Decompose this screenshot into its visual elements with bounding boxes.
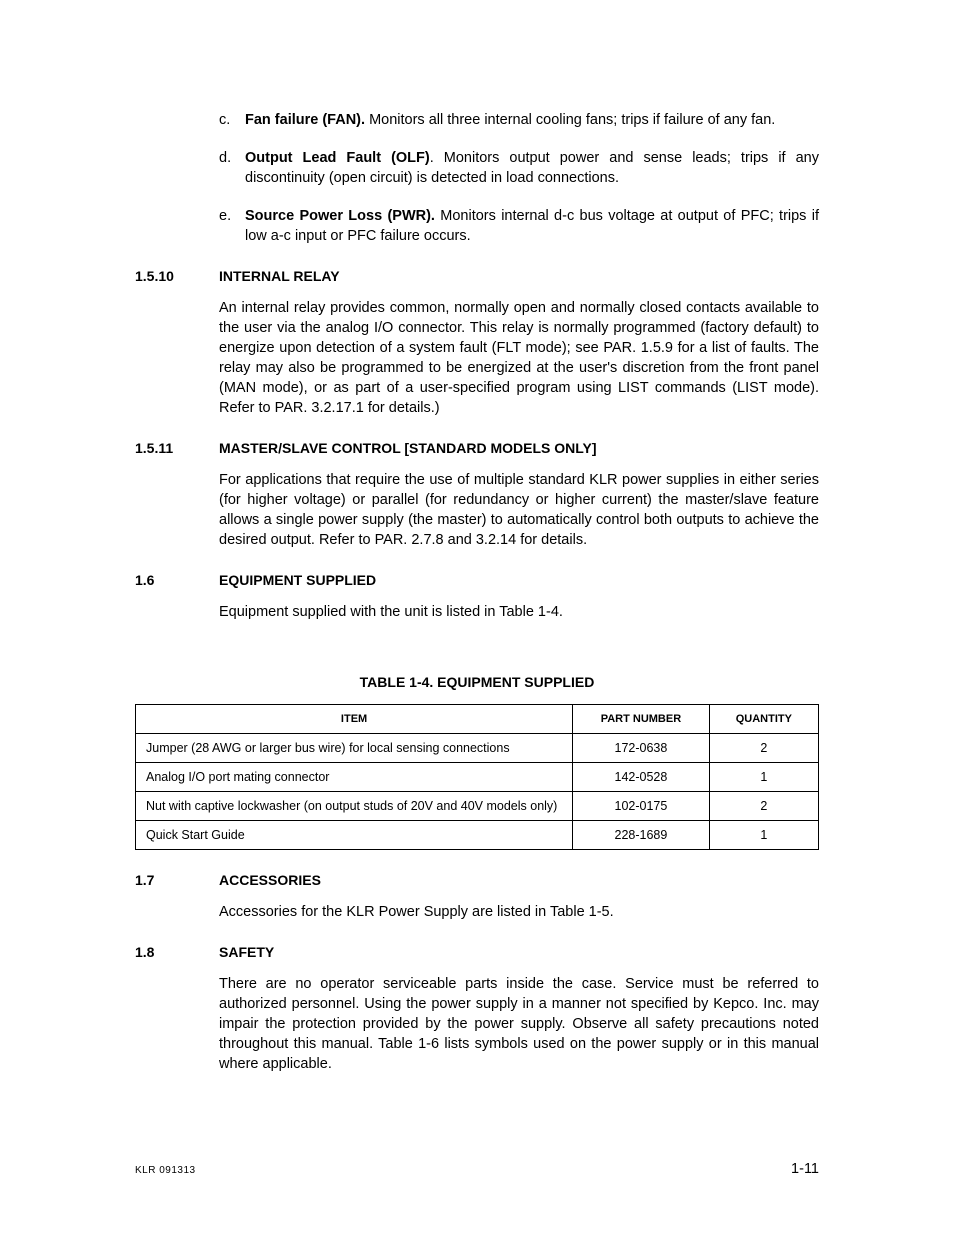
cell-part: 172-0638 [573, 734, 710, 763]
section-paragraph: There are no operator serviceable parts … [219, 974, 819, 1074]
footer-left: KLR 091313 [135, 1165, 196, 1176]
table-row: Jumper (28 AWG or larger bus wire) for l… [136, 734, 819, 763]
list-lead: Output Lead Fault (OLF) [245, 150, 430, 166]
lettered-list: c. Fan failure (FAN). Monitors all three… [219, 110, 819, 246]
section-number: 1.5.10 [135, 268, 219, 418]
equipment-table: ITEM PART NUMBER QUANTITY Jumper (28 AWG… [135, 704, 819, 850]
section-title: ACCESSORIES [219, 872, 819, 888]
cell-item: Jumper (28 AWG or larger bus wire) for l… [136, 734, 573, 763]
table-title: TABLE 1-4. EQUIPMENT SUPPLIED [135, 674, 819, 690]
section-1-5-11: 1.5.11 MASTER/SLAVE CONTROL [STANDARD MO… [135, 440, 819, 550]
cell-qty: 1 [709, 821, 818, 850]
section-title: INTERNAL RELAY [219, 268, 819, 284]
table-row: Nut with captive lockwasher (on output s… [136, 792, 819, 821]
section-content: MASTER/SLAVE CONTROL [STANDARD MODELS ON… [219, 440, 819, 550]
list-body: Source Power Loss (PWR). Monitors intern… [245, 206, 819, 246]
section-paragraph: Accessories for the KLR Power Supply are… [219, 902, 819, 922]
cell-qty: 1 [709, 763, 818, 792]
footer-page-number: 1-11 [791, 1161, 819, 1177]
section-content: ACCESSORIES Accessories for the KLR Powe… [219, 872, 819, 922]
list-lead: Source Power Loss (PWR). [245, 208, 435, 224]
list-marker: d. [219, 148, 245, 188]
section-content: INTERNAL RELAY An internal relay provide… [219, 268, 819, 418]
section-1-6: 1.6 EQUIPMENT SUPPLIED Equipment supplie… [135, 572, 819, 622]
section-paragraph: For applications that require the use of… [219, 470, 819, 550]
section-number: 1.8 [135, 944, 219, 1074]
list-marker: e. [219, 206, 245, 246]
cell-item: Nut with captive lockwasher (on output s… [136, 792, 573, 821]
list-item-c: c. Fan failure (FAN). Monitors all three… [219, 110, 819, 130]
section-1-8: 1.8 SAFETY There are no operator service… [135, 944, 819, 1074]
list-rest: Monitors all three internal cooling fans… [365, 112, 775, 128]
list-marker: c. [219, 110, 245, 130]
cell-qty: 2 [709, 734, 818, 763]
table-header-row: ITEM PART NUMBER QUANTITY [136, 705, 819, 734]
col-header-item: ITEM [136, 705, 573, 734]
list-lead: Fan failure (FAN). [245, 112, 365, 128]
section-content: SAFETY There are no operator serviceable… [219, 944, 819, 1074]
list-item-e: e. Source Power Loss (PWR). Monitors int… [219, 206, 819, 246]
section-title: EQUIPMENT SUPPLIED [219, 572, 819, 588]
table-row: Analog I/O port mating connector 142-052… [136, 763, 819, 792]
cell-qty: 2 [709, 792, 818, 821]
section-1-7: 1.7 ACCESSORIES Accessories for the KLR … [135, 872, 819, 922]
cell-part: 228-1689 [573, 821, 710, 850]
cell-item: Analog I/O port mating connector [136, 763, 573, 792]
section-number: 1.5.11 [135, 440, 219, 550]
col-header-qty: QUANTITY [709, 705, 818, 734]
section-title: MASTER/SLAVE CONTROL [STANDARD MODELS ON… [219, 440, 819, 456]
section-number: 1.6 [135, 572, 219, 622]
section-number: 1.7 [135, 872, 219, 922]
section-paragraph: Equipment supplied with the unit is list… [219, 602, 819, 622]
cell-part: 142-0528 [573, 763, 710, 792]
section-title: SAFETY [219, 944, 819, 960]
section-paragraph: An internal relay provides common, norma… [219, 298, 819, 418]
list-item-d: d. Output Lead Fault (OLF). Monitors out… [219, 148, 819, 188]
col-header-part: PART NUMBER [573, 705, 710, 734]
cell-part: 102-0175 [573, 792, 710, 821]
cell-item: Quick Start Guide [136, 821, 573, 850]
list-body: Fan failure (FAN). Monitors all three in… [245, 110, 819, 130]
section-1-5-10: 1.5.10 INTERNAL RELAY An internal relay … [135, 268, 819, 418]
section-content: EQUIPMENT SUPPLIED Equipment supplied wi… [219, 572, 819, 622]
table-row: Quick Start Guide 228-1689 1 [136, 821, 819, 850]
list-body: Output Lead Fault (OLF). Monitors output… [245, 148, 819, 188]
page-footer: KLR 091313 1-11 [135, 1161, 819, 1177]
